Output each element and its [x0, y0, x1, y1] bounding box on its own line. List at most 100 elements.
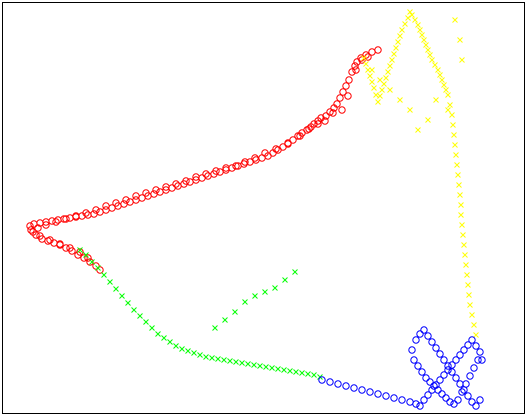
scatter-point-series-2: [450, 122, 456, 128]
scatter-point-series-2: [419, 32, 425, 38]
scatter-point-series-3: [311, 372, 317, 378]
scatter-point-series-4: [358, 386, 366, 394]
scatter-point-series-3: [149, 325, 155, 331]
scatter-point-series-2: [465, 282, 471, 288]
scatter-point-series-4: [398, 396, 406, 404]
scatter-point-series-1: [322, 112, 330, 120]
scatter-point-series-3: [155, 331, 161, 337]
scatter-point-series-4: [430, 382, 438, 390]
scatter-point-series-3: [305, 371, 311, 377]
scatter-point-series-2: [371, 85, 377, 91]
scatter-point-series-4: [464, 341, 472, 349]
scatter-point-series-3: [233, 359, 239, 365]
scatter-point-series-1: [34, 224, 42, 232]
scatter-point-series-2: [385, 69, 391, 75]
scatter-point-series-2: [432, 62, 438, 68]
scatter-point-series-1: [29, 228, 37, 236]
scatter-point-series-3: [222, 317, 228, 323]
scatter-point-series-4: [472, 342, 480, 350]
scatter-point-series-3: [185, 348, 191, 354]
scatter-point-series-4: [408, 346, 416, 354]
scatter-point-series-1: [162, 183, 170, 191]
scatter-point-series-1: [352, 66, 360, 74]
scatter-point-series-4: [452, 356, 460, 364]
scatter-point-series-4: [432, 344, 440, 352]
scatter-point-series-2: [363, 61, 369, 67]
scatter-point-series-2: [421, 37, 427, 43]
scatter-point-series-3: [262, 289, 268, 295]
scatter-point-series-1: [344, 92, 352, 100]
scatter-point-series-2: [471, 322, 477, 328]
scatter-point-series-1: [326, 108, 334, 116]
scatter-point-series-4: [424, 332, 432, 340]
scatter-point-series-2: [464, 272, 470, 278]
scatter-point-series-1: [122, 196, 130, 204]
scatter-point-series-4: [460, 386, 468, 394]
scatter-point-series-2: [469, 312, 475, 318]
scatter-point-series-2: [387, 87, 393, 93]
scatter-point-series-2: [383, 75, 389, 81]
scatter-point-series-2: [393, 45, 399, 51]
scatter-point-series-4: [342, 382, 350, 390]
scatter-point-series-1: [30, 220, 38, 228]
scatter-point-series-1: [222, 164, 230, 172]
scatter-point-series-3: [227, 358, 233, 364]
scatter-point-series-2: [423, 42, 429, 48]
scatter-point-series-2: [405, 15, 411, 21]
scatter-point-series-1: [339, 88, 347, 96]
scatter-point-series-1: [96, 266, 104, 274]
scatter-point-series-3: [125, 300, 131, 306]
scatter-point-series-4: [468, 398, 476, 406]
scatter-point-series-1: [202, 170, 210, 178]
scatter-point-series-4: [350, 384, 358, 392]
scatter-point-series-2: [457, 37, 463, 43]
scatter-point-series-2: [391, 51, 397, 57]
scatter-point-series-2: [399, 27, 405, 33]
scatter-point-series-3: [83, 252, 89, 258]
scatter-point-series-4: [438, 390, 446, 398]
data-points: [26, 9, 486, 410]
scatter-point-series-1: [338, 106, 346, 114]
scatter-point-series-2: [443, 87, 449, 93]
scatter-point-series-3: [257, 363, 263, 369]
scatter-point-series-2: [369, 67, 375, 73]
scatter-point-series-3: [95, 265, 101, 271]
scatter-point-series-3: [119, 293, 125, 299]
scatter-point-series-1: [212, 167, 220, 175]
scatter-point-series-4: [334, 380, 342, 388]
scatter-point-series-1: [358, 56, 366, 64]
scatter-point-series-2: [454, 162, 460, 168]
scatter-point-series-2: [435, 67, 441, 73]
scatter-point-series-4: [416, 402, 424, 410]
scatter-point-series-1: [142, 189, 150, 197]
scatter-point-series-1: [261, 149, 269, 157]
scatter-point-series-2: [462, 252, 468, 258]
scatter-point-series-4: [472, 402, 480, 410]
scatter-point-series-4: [478, 356, 486, 364]
scatter-point-series-2: [377, 77, 383, 83]
scatter-point-series-1: [342, 82, 350, 90]
scatter-point-series-3: [282, 277, 288, 283]
scatter-point-series-4: [476, 348, 484, 356]
scatter-point-series-3: [131, 307, 137, 313]
scatter-point-series-2: [447, 102, 453, 108]
scatter-point-series-1: [42, 221, 50, 229]
scatter-point-series-1: [82, 209, 90, 217]
scatter-point-series-1: [112, 199, 120, 207]
scatter-point-series-4: [418, 368, 426, 376]
scatter-point-series-1: [272, 145, 280, 153]
scatter-point-series-4: [454, 396, 462, 404]
scatter-point-series-1: [76, 248, 84, 256]
scatter-point-series-4: [456, 380, 464, 388]
scatter-point-series-2: [407, 9, 413, 15]
scatter-point-series-3: [275, 366, 281, 372]
scatter-point-series-4: [366, 388, 374, 396]
scatter-point-series-1: [66, 244, 74, 252]
scatter-point-series-2: [441, 82, 447, 88]
scatter-point-series-4: [428, 338, 436, 346]
scatter-point-series-3: [167, 339, 173, 345]
scatter-point-series-3: [137, 313, 143, 319]
scatter-point-series-2: [389, 57, 395, 63]
scatter-point-series-2: [459, 57, 465, 63]
